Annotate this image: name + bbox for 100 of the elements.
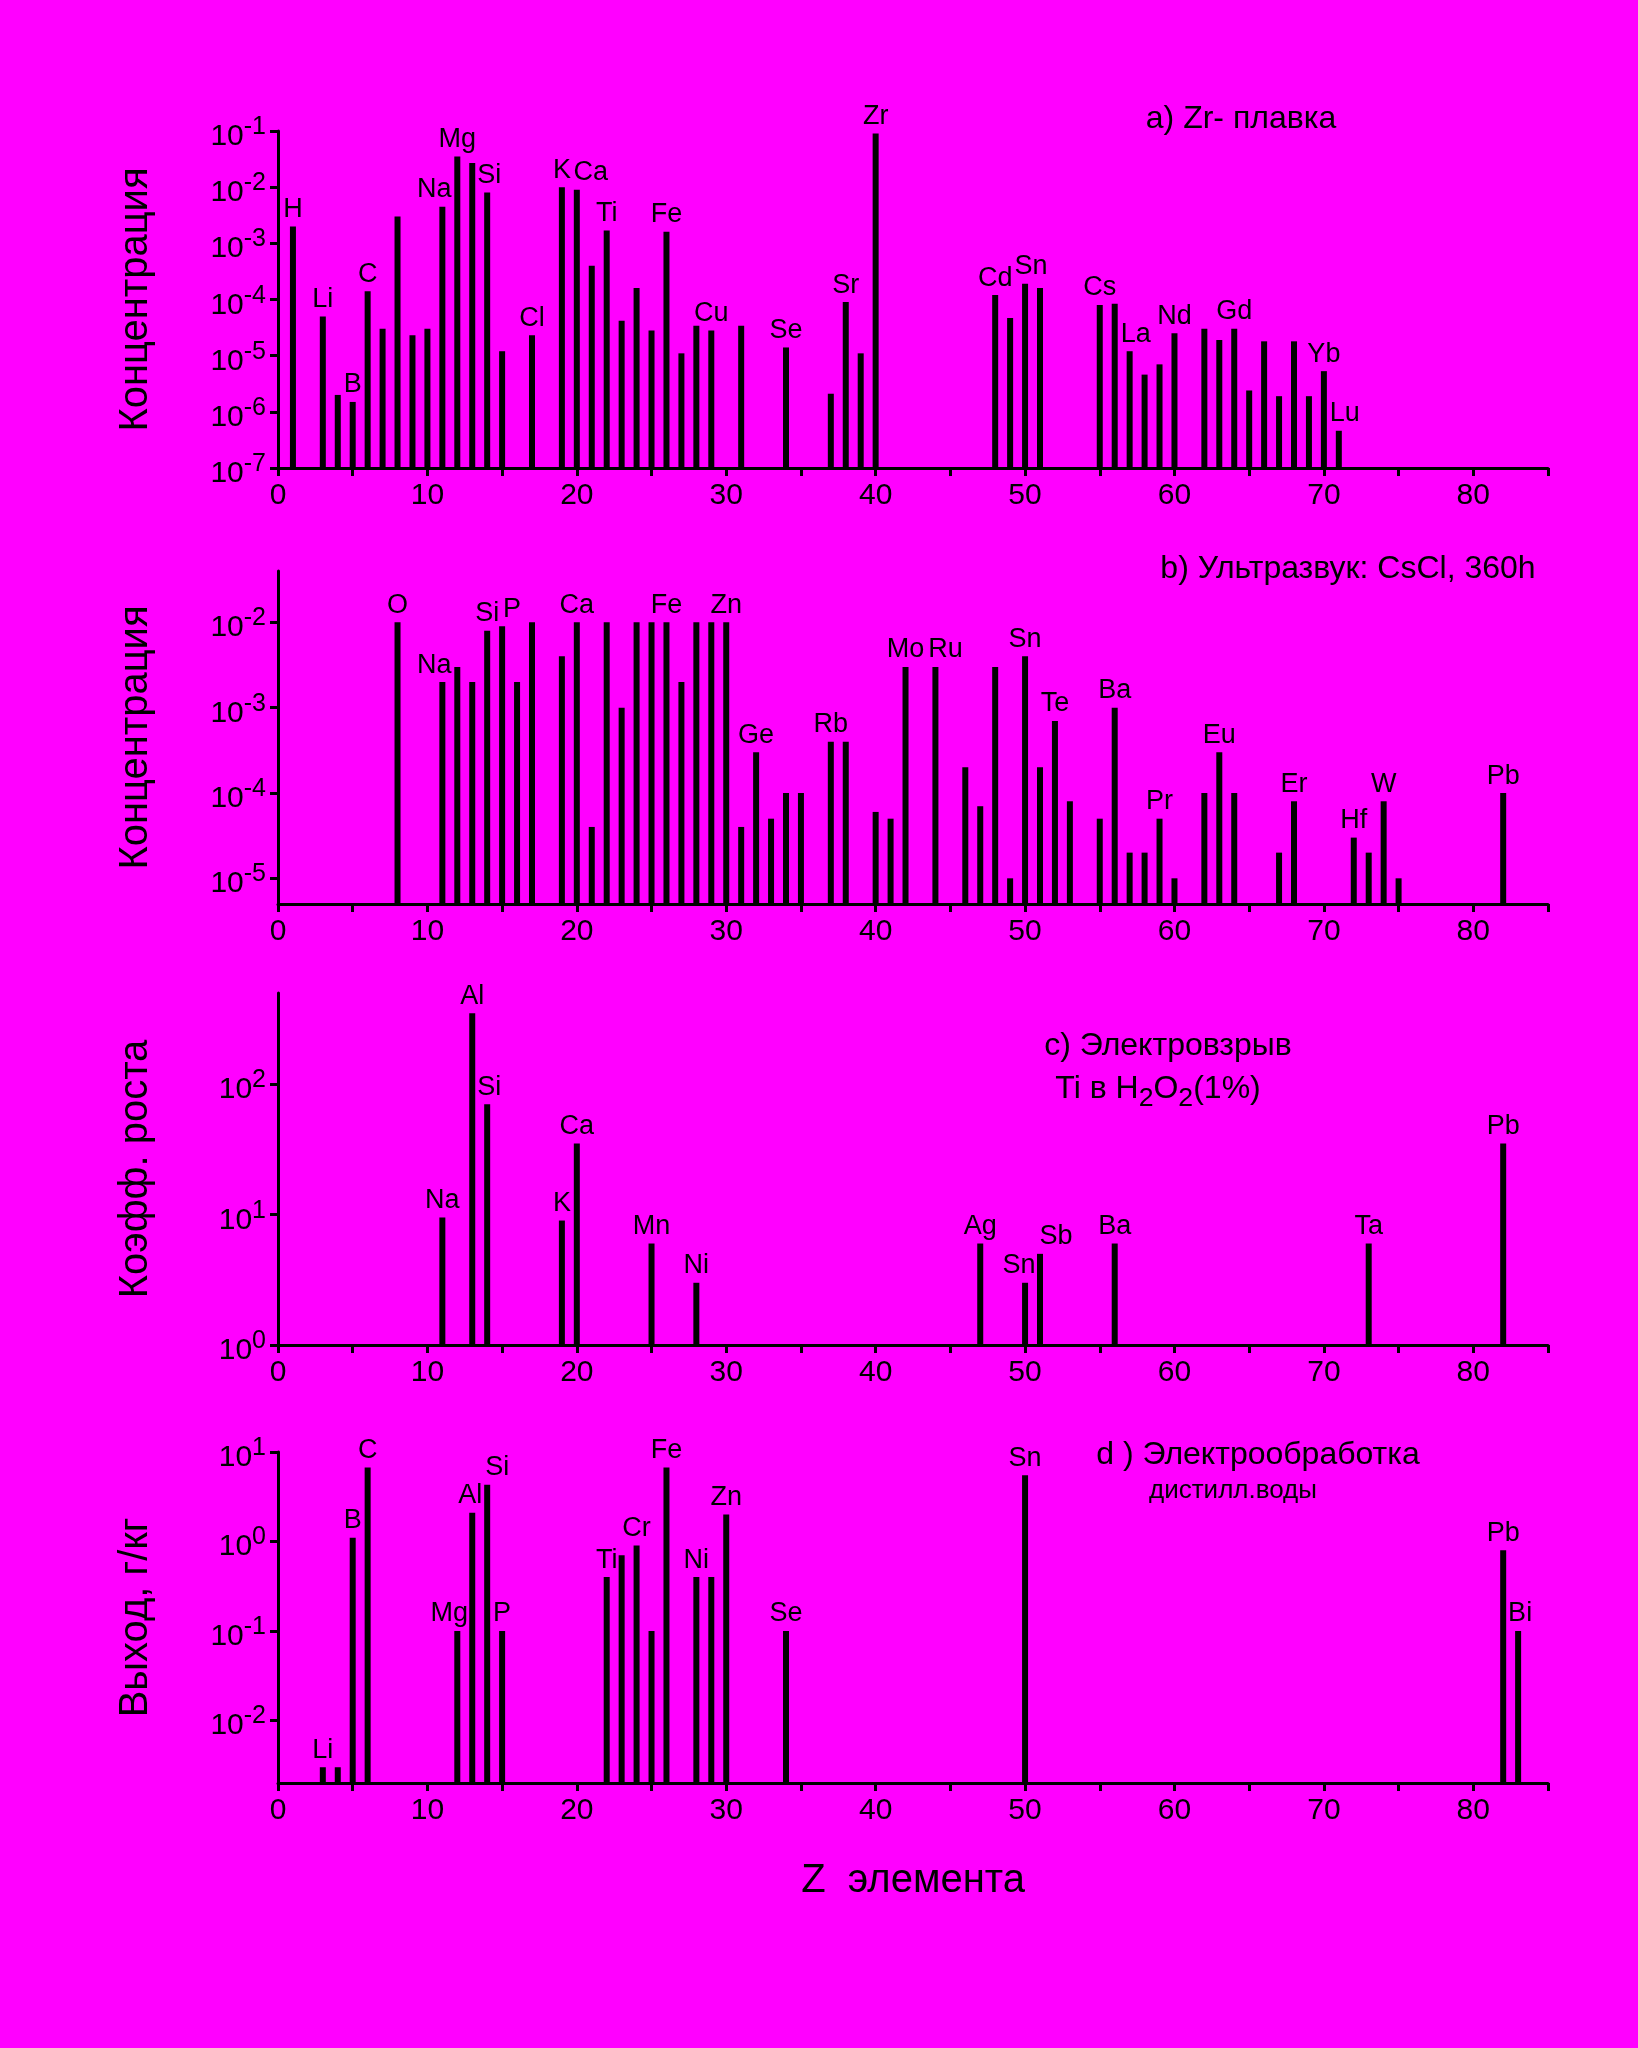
y-tick-label: 10$^{-2}$ — [210, 166, 266, 207]
x-tick-label: 80 — [1456, 1353, 1490, 1387]
y-tick-label: 10$^{1}$ — [218, 1194, 266, 1235]
annotation: Zn — [710, 588, 742, 619]
y-tick-label: 10$^{-5}$ — [210, 335, 266, 376]
annotation: Sn — [1002, 1249, 1036, 1280]
annotation: Al — [460, 979, 485, 1010]
annotation: Ru — [928, 633, 963, 664]
annotation: B — [343, 368, 362, 399]
annotation: Mn — [632, 1210, 671, 1241]
annotation: Mo — [886, 633, 925, 664]
x-tick-label: 70 — [1307, 1353, 1341, 1387]
x-tick-label: 70 — [1307, 912, 1341, 946]
annotation: Ti — [595, 1543, 618, 1574]
x-tick-label: 20 — [560, 1353, 594, 1387]
y-tick-label: 10$^{-2}$ — [210, 1699, 266, 1740]
annotation: Bi — [1508, 1597, 1533, 1628]
y-tick-label: 10$^{0}$ — [218, 1324, 266, 1365]
annotation: Ti — [595, 196, 618, 227]
y-tick-label: 10$^{-4}$ — [210, 279, 266, 319]
annotation: Eu — [1202, 718, 1236, 749]
y-tick-label: 10$^{-3}$ — [210, 687, 266, 728]
text: c) Электровзрыв — [1044, 1026, 1292, 1063]
x-tick-label: 30 — [709, 1791, 743, 1825]
annotation: Ni — [683, 1249, 710, 1280]
annotation: Er — [1280, 767, 1308, 798]
annotation: C — [357, 257, 378, 288]
annotation: Cs — [1083, 271, 1117, 302]
y-tick-label: 10$^{-1}$ — [210, 110, 266, 151]
annotation: Lu — [1329, 397, 1360, 428]
annotation: Sn — [1008, 622, 1042, 653]
annotation: Si — [475, 597, 500, 628]
annotation: Cu — [694, 297, 729, 328]
x-tick-label: 60 — [1157, 912, 1192, 946]
x-tick-label: 50 — [1008, 1791, 1042, 1825]
x-tick-label: 50 — [1008, 912, 1042, 946]
annotation: Ta — [1354, 1210, 1384, 1241]
annotation: Na — [425, 1183, 461, 1214]
x-tick-label: 10 — [410, 912, 445, 946]
x-tick-label: 10 — [410, 476, 445, 510]
annotation: Cr — [622, 1512, 651, 1543]
chart-title: b) Ультразвук: CsCl, 360h — [1160, 549, 1536, 586]
x-tick-label: 50 — [1008, 476, 1042, 510]
x-tick-label: 40 — [858, 912, 893, 946]
annotation: Ba — [1098, 674, 1133, 705]
annotation: W — [1370, 767, 1397, 798]
x-tick-label: 60 — [1157, 1353, 1192, 1387]
y-tick-label: 10$^{0}$ — [218, 1520, 266, 1561]
annotation: Mg — [430, 1597, 469, 1628]
x-tick-label: 20 — [560, 476, 594, 510]
annotation: P — [493, 1597, 512, 1628]
annotation: Ge — [738, 718, 775, 749]
annotation: Zr — [862, 100, 889, 131]
x-tick-label: 0 — [269, 1791, 287, 1825]
annotation: Cd — [977, 261, 1013, 292]
x-tick-label: 60 — [1157, 1791, 1192, 1825]
annotation: Cl — [519, 301, 545, 332]
x-tick-label: 80 — [1456, 912, 1490, 946]
x-tick-label: 70 — [1307, 476, 1341, 510]
chart-title: a) Zr- плавка — [1145, 99, 1337, 136]
x-tick-label: 60 — [1157, 476, 1192, 510]
x-tick-label: 30 — [709, 912, 743, 946]
annotation: Sr — [832, 268, 860, 299]
annotation: O — [387, 588, 409, 619]
x-tick-label: 10 — [410, 1353, 445, 1387]
annotation: K — [552, 1187, 571, 1218]
x-tick-label: 80 — [1456, 476, 1490, 510]
annotation: Si — [485, 1451, 510, 1482]
y-axis-title: Коэфф. роста — [111, 1038, 155, 1299]
y-axis-title: Концентрация — [111, 605, 155, 870]
annotation: Sb — [1039, 1220, 1073, 1251]
x-tick-label: 80 — [1456, 1791, 1490, 1825]
x-axis-title: Z элемента — [801, 1856, 1026, 1900]
annotation: Rb — [813, 708, 849, 739]
annotation: Yb — [1307, 337, 1341, 368]
text: дистилл.воды — [1149, 1473, 1317, 1504]
annotation: Fe — [650, 198, 683, 229]
annotation: Pb — [1486, 1516, 1520, 1547]
annotation: Ca — [559, 1110, 596, 1141]
annotation: H — [283, 192, 303, 223]
y-axis-title: Концентрация — [111, 167, 155, 432]
annotation: Hf — [1340, 804, 1368, 835]
annotation: C — [357, 1434, 378, 1465]
x-tick-label: 40 — [858, 476, 893, 510]
x-tick-label: 0 — [269, 476, 287, 510]
annotation: Gd — [1216, 295, 1253, 326]
annotation: Mg — [438, 123, 477, 154]
x-tick-label: 20 — [560, 912, 594, 946]
annotation: Pb — [1486, 1110, 1520, 1141]
chart-title: d ) Электрообработка — [1096, 1435, 1420, 1472]
x-tick-label: 10 — [410, 1791, 445, 1825]
y-tick-label: 10$^{-1}$ — [210, 1610, 266, 1651]
annotation: La — [1120, 317, 1152, 348]
y-tick-label: 10$^{-6}$ — [210, 391, 266, 432]
annotation: Pb — [1486, 759, 1520, 790]
annotation: B — [343, 1504, 362, 1535]
annotation: Si — [477, 1070, 502, 1101]
annotation: Fe — [650, 588, 683, 619]
annotation: Li — [312, 282, 334, 313]
annotation: P — [503, 592, 522, 623]
